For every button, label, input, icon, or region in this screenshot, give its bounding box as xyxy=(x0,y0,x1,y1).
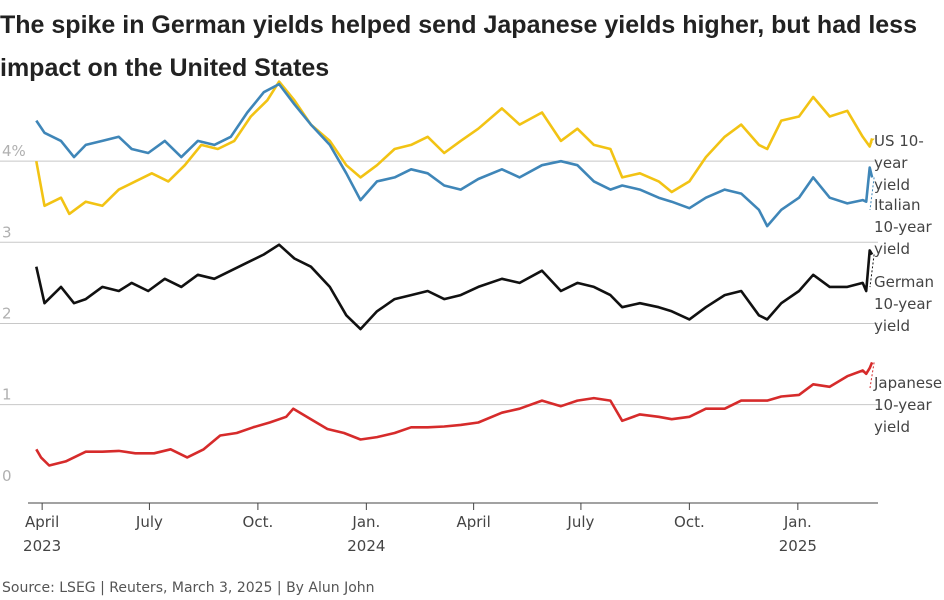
y-tick-label: 1 xyxy=(2,386,12,404)
series-labels: US 10- year yield Italian 10-year yield German… xyxy=(869,132,942,436)
series-label: 10-year xyxy=(874,218,933,236)
series-label: Italian xyxy=(874,196,921,214)
y-tick-label: 2 xyxy=(2,304,12,322)
y-axis-ticks: 0 1 2 3 4% xyxy=(2,142,26,485)
series-label: US 10- xyxy=(874,132,924,150)
x-tick-label: Oct. xyxy=(674,513,705,531)
y-tick-label: 0 xyxy=(2,467,12,485)
x-axis: April 2023 July Oct. Jan. 2024 April July Oct. Ja… xyxy=(23,502,878,555)
x-tick-label: Oct. xyxy=(243,513,274,531)
series-label: 10-year xyxy=(874,396,933,414)
x-tick-label: July xyxy=(566,513,594,531)
x-tick-label: Jan. xyxy=(783,513,812,531)
x-tick-label: July xyxy=(135,513,163,531)
source-note: Source: LSEG | Reuters, March 3, 2025 | … xyxy=(2,580,375,596)
series-label: Japanese xyxy=(873,374,942,392)
series-lines xyxy=(35,80,874,467)
series-label: yield xyxy=(874,176,910,194)
series-line-italian-10-year-yield xyxy=(35,82,874,228)
y-tick-label: 3 xyxy=(2,223,12,241)
series-leader xyxy=(869,138,875,147)
series-line-japanese-10-year-yield xyxy=(35,361,874,467)
series-label: yield xyxy=(874,418,910,436)
series-line-german-10-year-yield xyxy=(35,243,874,331)
series-leader xyxy=(869,177,875,211)
series-leader xyxy=(869,362,875,389)
x-tick-year: 2023 xyxy=(23,537,61,555)
series-label: 10-year xyxy=(874,295,933,313)
x-tick-label: Jan. xyxy=(351,513,380,531)
x-tick-label: April xyxy=(456,513,490,531)
series-label: yield xyxy=(874,240,910,258)
series-label: year xyxy=(874,154,908,172)
x-tick-year: 2025 xyxy=(779,537,817,555)
y-tick-label: 4% xyxy=(2,142,26,160)
series-label: yield xyxy=(874,317,910,335)
series-line-us-10-year-yield xyxy=(35,80,874,216)
x-tick-label: April xyxy=(25,513,59,531)
x-tick-year: 2024 xyxy=(347,537,385,555)
series-leader xyxy=(869,254,875,288)
chart-title: The spike in German yields helped send J… xyxy=(0,11,917,82)
series-label: German xyxy=(874,273,934,291)
